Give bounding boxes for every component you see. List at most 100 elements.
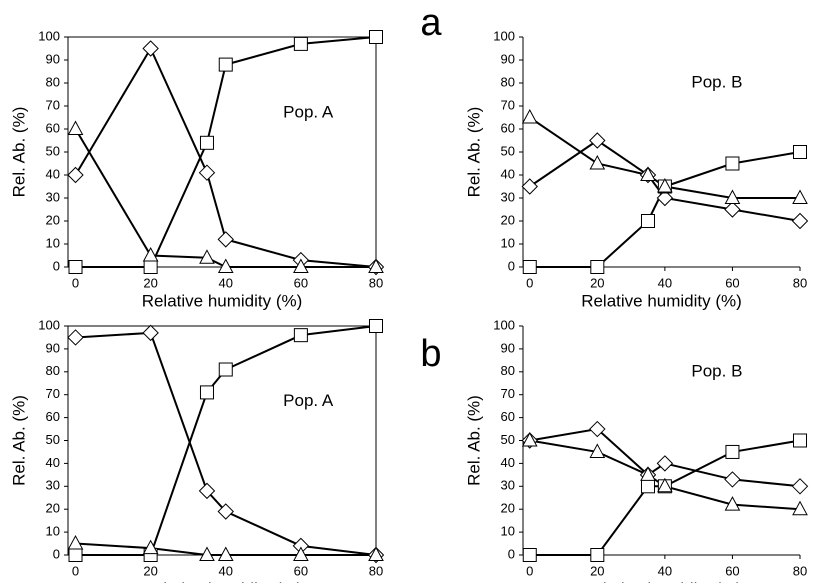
y-tick-label: 0: [508, 546, 515, 561]
series-line: [75, 331, 377, 556]
marker-square: [199, 135, 214, 150]
annotation: Pop. A: [283, 102, 334, 121]
marker-triangle: [199, 546, 215, 561]
marker-diamond: [791, 478, 809, 495]
marker-diamond: [589, 132, 606, 149]
marker-triangle: [589, 443, 606, 458]
marker-diamond: [217, 503, 234, 520]
marker-square: [793, 145, 807, 159]
marker-square: [199, 385, 214, 400]
y-tick-label: 20: [501, 212, 515, 227]
y-tick-label: 100: [493, 317, 515, 332]
y-tick-label: 0: [53, 258, 60, 273]
marker-square: [640, 214, 655, 228]
marker-diamond: [589, 420, 606, 438]
marker-diamond: [142, 324, 159, 342]
marker-square: [369, 319, 383, 333]
y-tick-label: 0: [53, 546, 60, 561]
x-tick-label: 0: [72, 275, 79, 290]
marker-triangle: [368, 258, 384, 273]
x-tick-label: 40: [658, 275, 672, 290]
marker-triangle: [589, 154, 606, 170]
series-line: [75, 36, 377, 268]
y-tick-label: 90: [46, 340, 60, 355]
series-line: [74, 128, 376, 268]
annotation: Pop. B: [691, 72, 742, 91]
series-line: [529, 439, 801, 556]
marker-square: [725, 156, 740, 171]
x-tick-label: 80: [369, 563, 383, 578]
y-tick-label: 80: [501, 363, 515, 378]
y-tick-label: 0: [508, 258, 515, 273]
y-tick-label: 50: [46, 432, 60, 447]
y-tick-label: 100: [493, 28, 515, 43]
marker-diamond: [724, 471, 741, 488]
y-tick-label: 90: [46, 51, 60, 66]
x-axis-label: Relative humidity (%): [142, 579, 303, 583]
x-tick-label: 60: [725, 563, 739, 578]
marker-triangle: [640, 466, 656, 481]
y-tick-label: 10: [46, 524, 60, 539]
marker-diamond: [656, 189, 674, 207]
marker-square: [218, 57, 233, 72]
series-line: [529, 139, 801, 222]
marker-diamond: [67, 166, 84, 184]
marker-diamond: [724, 201, 741, 218]
marker-triangle: [640, 166, 656, 181]
marker-square: [369, 30, 383, 44]
marker-square: [522, 260, 537, 274]
marker-triangle: [142, 246, 159, 262]
x-tick-label: 20: [143, 563, 157, 578]
x-tick-label: 80: [793, 275, 807, 290]
marker-triangle: [199, 249, 215, 264]
marker-square: [293, 36, 308, 51]
marker-diamond: [656, 455, 674, 472]
marker-square: [293, 328, 308, 343]
marker-triangle: [724, 496, 741, 511]
marker-square: [522, 548, 537, 562]
marker-diamond: [198, 482, 216, 500]
y-tick-label: 50: [501, 143, 515, 158]
y-tick-label: 10: [501, 524, 515, 539]
y-tick-label: 40: [46, 455, 60, 470]
y-axis-label: Rel. Ab. (%): [464, 395, 483, 486]
marker-square: [218, 362, 233, 377]
marker-triangle: [217, 546, 234, 561]
y-tick-label: 60: [46, 409, 60, 424]
x-tick-label: 20: [143, 275, 157, 290]
y-tick-label: 90: [501, 340, 515, 355]
marker-triangle: [724, 189, 741, 204]
y-tick-label: 70: [501, 386, 515, 401]
x-tick-label: 60: [725, 275, 739, 290]
marker-triangle: [792, 500, 808, 516]
series-line: [529, 116, 800, 199]
y-tick-label: 70: [501, 97, 515, 112]
panel-label: a: [420, 2, 442, 44]
marker-square: [725, 444, 740, 459]
marker-diamond: [67, 329, 84, 346]
marker-square: [640, 479, 655, 494]
marker-triangle: [521, 431, 538, 447]
marker-diamond: [791, 212, 809, 230]
marker-square: [590, 548, 605, 562]
x-tick-label: 20: [590, 563, 604, 578]
marker-diamond: [217, 231, 234, 248]
marker-triangle: [657, 177, 673, 193]
y-tick-label: 30: [501, 189, 515, 204]
y-tick-label: 40: [501, 455, 515, 470]
y-tick-label: 40: [46, 166, 60, 181]
y-tick-label: 80: [501, 74, 515, 89]
series-line: [529, 427, 801, 488]
x-tick-label: 40: [219, 563, 233, 578]
series-line: [529, 151, 801, 268]
y-axis-label: Rel. Ab. (%): [9, 395, 28, 486]
marker-triangle: [142, 539, 159, 555]
y-tick-label: 40: [501, 166, 515, 181]
series-line: [75, 542, 376, 556]
panel-label: b: [420, 333, 441, 375]
x-axis-label: Relative humidity (%): [142, 291, 303, 310]
y-tick-label: 20: [46, 501, 60, 516]
series-line: [74, 46, 377, 268]
y-axis-label: Rel. Ab. (%): [9, 107, 28, 198]
x-tick-label: 40: [219, 275, 233, 290]
